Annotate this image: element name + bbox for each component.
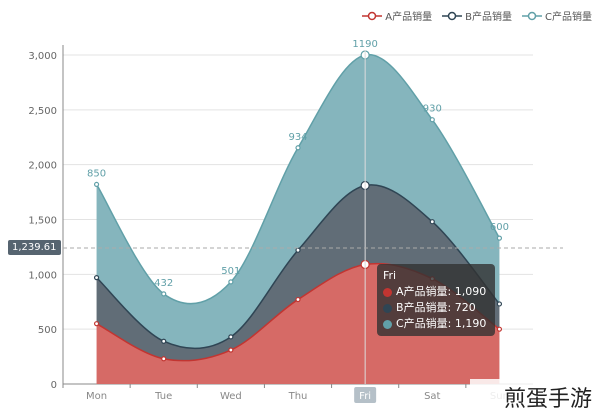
data-point-c bbox=[429, 117, 435, 123]
data-label: 1190 bbox=[352, 39, 377, 50]
data-point-a bbox=[496, 326, 503, 332]
y-tick-label: 3,000 bbox=[28, 51, 57, 62]
tooltip-marker-a bbox=[383, 287, 392, 297]
data-label: 432 bbox=[154, 278, 173, 289]
data-point-c bbox=[228, 279, 234, 285]
area-b bbox=[96, 184, 500, 361]
data-point-b bbox=[228, 334, 234, 340]
data-label: 930 bbox=[423, 104, 442, 115]
x-tick-label: Wed bbox=[220, 391, 242, 402]
x-tick-label: Sat bbox=[424, 391, 440, 402]
data-label: 850 bbox=[87, 168, 106, 179]
y-tick-label: 500 bbox=[38, 325, 57, 336]
y-tick-label: 2,500 bbox=[28, 106, 57, 117]
y-tick-label: 2,000 bbox=[28, 161, 57, 172]
data-point-c bbox=[161, 291, 167, 297]
data-point-c bbox=[93, 181, 100, 188]
x-tick-label: Thu bbox=[288, 391, 308, 402]
data-point-c bbox=[496, 235, 503, 241]
data-point-a bbox=[161, 356, 167, 362]
legend-label-b: B产品销量 bbox=[465, 12, 513, 23]
data-point-b bbox=[496, 301, 503, 307]
legend-item-a[interactable]: A产品销量 bbox=[362, 8, 432, 23]
legend-item-b[interactable]: B产品销量 bbox=[442, 8, 512, 23]
tooltip: Fri A产品销量: 1,090 B产品销量: 720 C产品销量: 1,190 bbox=[377, 264, 495, 336]
legend-symbol-a bbox=[362, 11, 383, 20]
watermark: 煎蛋手游 bbox=[503, 387, 592, 412]
tooltip-row-b-text: B产品销量: 720 bbox=[396, 301, 476, 314]
area-c bbox=[96, 54, 500, 349]
data-label: 934 bbox=[288, 132, 307, 143]
tooltip-row-b: B产品销量: 720 bbox=[383, 300, 489, 316]
data-point-a bbox=[93, 321, 100, 327]
tooltip-marker-c bbox=[383, 319, 392, 329]
data-point-c bbox=[295, 145, 301, 151]
data-point-a bbox=[295, 296, 301, 303]
legend-label-c: C产品销量 bbox=[545, 12, 592, 23]
tooltip-row-a-text: A产品销量: 1,090 bbox=[396, 285, 487, 298]
y-tick-label: 1,000 bbox=[28, 270, 57, 281]
y-tick-label: 0 bbox=[51, 380, 57, 391]
tooltip-row-c: C产品销量: 1,190 bbox=[383, 316, 489, 332]
watermark-backdrop bbox=[470, 379, 600, 419]
chart-legend: A产品销量 B产品销量 C产品销量 bbox=[362, 8, 592, 23]
y-tick-label: 1,500 bbox=[28, 216, 57, 227]
tooltip-row-c-text: C产品销量: 1,190 bbox=[396, 317, 487, 330]
data-point-b bbox=[429, 219, 435, 225]
tooltip-row-a: A产品销量: 1,090 bbox=[383, 284, 489, 300]
axis-pointer-value-label: 1,239.61 bbox=[8, 240, 61, 255]
legend-symbol-c bbox=[522, 11, 543, 20]
tooltip-title: Fri bbox=[383, 269, 397, 282]
x-pointer-label-bg bbox=[354, 387, 377, 403]
data-label: 501 bbox=[221, 266, 240, 277]
legend-symbol-b bbox=[442, 11, 463, 20]
x-tick-label: Mon bbox=[86, 391, 107, 402]
data-point-a bbox=[228, 347, 234, 353]
legend-item-c[interactable]: C产品销量 bbox=[522, 8, 592, 23]
x-tick-label: Tue bbox=[154, 391, 172, 402]
tooltip-marker-b bbox=[383, 303, 392, 313]
data-label: 600 bbox=[490, 222, 509, 233]
data-point-b bbox=[295, 247, 301, 253]
data-point-b bbox=[93, 275, 100, 281]
legend-label-a: A产品销量 bbox=[385, 12, 433, 23]
x-tick-label: Fri bbox=[359, 391, 371, 402]
data-point-b bbox=[161, 338, 167, 344]
